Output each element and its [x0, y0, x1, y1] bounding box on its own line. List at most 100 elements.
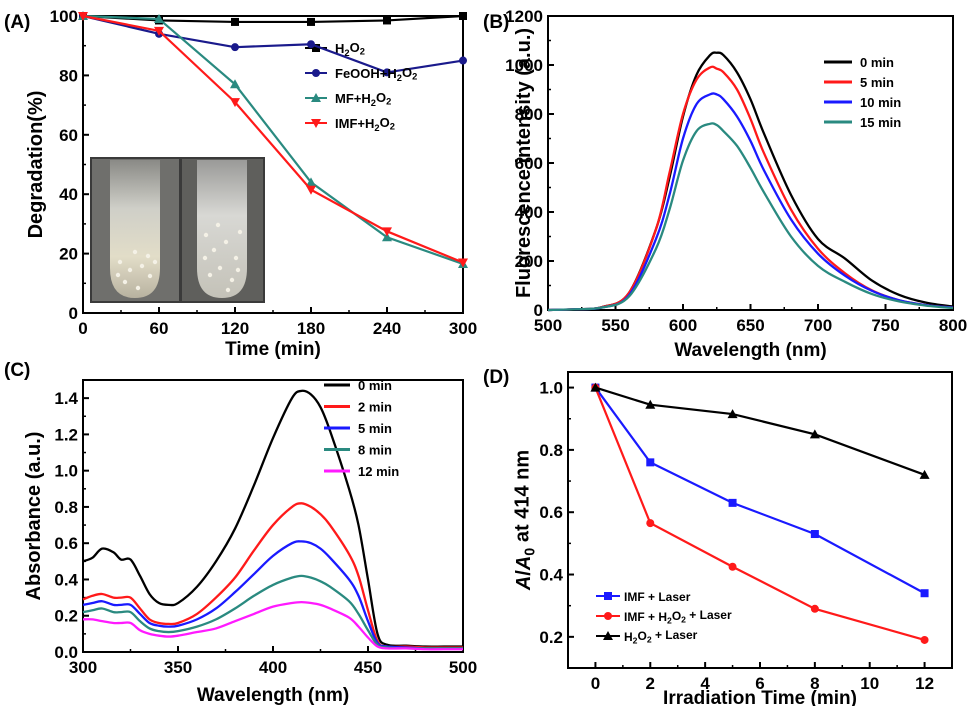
y-tick-label: 800 — [515, 105, 543, 124]
series-line — [547, 51, 954, 312]
x-axis-title: Wavelength (nm) — [197, 685, 349, 706]
data-point — [78, 12, 88, 21]
series-line — [595, 386, 925, 476]
series-line — [82, 540, 463, 650]
y-tick-label: 100 — [50, 7, 78, 26]
legend-label: 0 min — [860, 55, 894, 70]
data-point — [383, 16, 391, 25]
legend-label: 5 min — [860, 75, 894, 90]
legend-marker — [604, 612, 612, 620]
y-tick-label: 60 — [59, 126, 78, 145]
y-tick-label: 40 — [59, 185, 78, 204]
series-line — [82, 389, 463, 648]
y-tick-label: 1.0 — [54, 462, 78, 481]
x-tick-label: 600 — [669, 316, 697, 335]
legend-label: H2O2 — [335, 40, 365, 58]
inset-photo — [90, 157, 265, 303]
y-tick-label: 0.6 — [539, 503, 563, 522]
particle — [211, 247, 217, 253]
data-point — [590, 382, 601, 392]
data-point — [458, 258, 468, 268]
data-point — [920, 635, 929, 644]
panel-b: 500 550 600 650 700 750 800 0 200 400 600 800 1000 12… — [483, 7, 967, 361]
y-tick-label: 0 — [534, 301, 543, 320]
particle — [233, 255, 239, 261]
particle — [135, 285, 141, 291]
legend-label: FeOOH+H2O2 — [335, 65, 417, 83]
data-point — [154, 26, 164, 36]
data-point — [382, 232, 392, 242]
panel-label: (C) — [4, 360, 30, 381]
legend-marker — [604, 592, 612, 600]
particle — [152, 259, 158, 265]
legend-label: IMF + Laser — [624, 590, 691, 604]
x-axis-title: Irradiation Time (min) — [663, 688, 857, 706]
legend-marker — [311, 119, 321, 128]
series-line — [82, 574, 463, 650]
x-tick-label: 800 — [939, 316, 967, 335]
data-point — [810, 530, 819, 539]
legend-label: 12 min — [358, 464, 399, 479]
particle — [147, 273, 153, 279]
particle — [215, 222, 221, 228]
legend-label: H2O2 + Laser — [624, 628, 698, 646]
particle — [117, 259, 123, 265]
x-tick-label: 300 — [449, 319, 477, 338]
particle — [203, 232, 209, 238]
data-point — [645, 399, 656, 409]
y-tick-label: 0.4 — [539, 566, 563, 585]
legend-label: MF+H2O2 — [335, 90, 391, 108]
y-tick-label: 20 — [59, 245, 78, 264]
data-point — [231, 43, 239, 52]
x-tick-label: 400 — [259, 658, 287, 677]
particle — [132, 249, 138, 255]
data-point — [459, 56, 467, 65]
series-line — [82, 14, 464, 24]
data-point — [154, 13, 164, 23]
panel-c: 300 350 400 450 500 0.0 0.2 0.4 0.6 0.8 1.0 1.2 1.4 W… — [4, 360, 477, 706]
y-tick-label: 600 — [515, 154, 543, 173]
y-tick-label: 0.2 — [539, 628, 563, 647]
data-point — [382, 227, 392, 237]
series-line — [82, 14, 464, 74]
x-axis-title: Wavelength (nm) — [674, 340, 826, 361]
series-line — [82, 14, 464, 264]
particle — [223, 239, 229, 245]
x-tick-label: 750 — [871, 316, 899, 335]
particle — [225, 287, 231, 293]
particle — [122, 279, 128, 285]
y-tick-label: 1.2 — [54, 425, 78, 444]
x-tick-label: 6 — [755, 674, 764, 693]
particle — [237, 229, 243, 235]
x-tick-label: 350 — [164, 658, 192, 677]
series-line — [547, 122, 954, 312]
y-axis-title: A/A0 at 414 nm — [511, 450, 538, 591]
panel-d: 0 2 4 6 8 10 12 0.2 0.4 0.6 0.8 1.0 Irradiation Time… — [483, 367, 953, 706]
series-line — [594, 386, 926, 595]
x-tick-label: 650 — [736, 316, 764, 335]
data-point — [383, 68, 391, 77]
y-tick-label: 400 — [515, 203, 543, 222]
panel-label: (A) — [4, 12, 30, 33]
x-tick-label: 10 — [860, 674, 879, 693]
y-tick-label: 1000 — [505, 56, 543, 75]
data-point — [920, 589, 929, 598]
panel-label: (D) — [483, 367, 509, 388]
legend-label: IMF + H2O2 + Laser — [624, 608, 732, 626]
y-tick-label: 200 — [515, 252, 543, 271]
legend-label: IMF+H2O2 — [335, 115, 395, 133]
y-tick-label: 0.6 — [54, 534, 78, 553]
x-tick-label: 8 — [810, 674, 819, 693]
x-tick-label: 550 — [601, 316, 629, 335]
x-axis-title: Time (min) — [225, 339, 321, 360]
y-tick-label: 80 — [59, 66, 78, 85]
data-point — [810, 604, 819, 613]
legend-marker — [312, 44, 320, 52]
data-point — [919, 469, 930, 479]
particle — [127, 267, 133, 273]
y-tick-label: 0 — [69, 304, 78, 323]
y-axis-title: Fluorescence intensity (a.u.) — [513, 28, 535, 298]
particle — [207, 272, 213, 278]
x-tick-label: 2 — [646, 674, 655, 693]
y-axis-title: Absorbance (a.u.) — [23, 432, 45, 601]
